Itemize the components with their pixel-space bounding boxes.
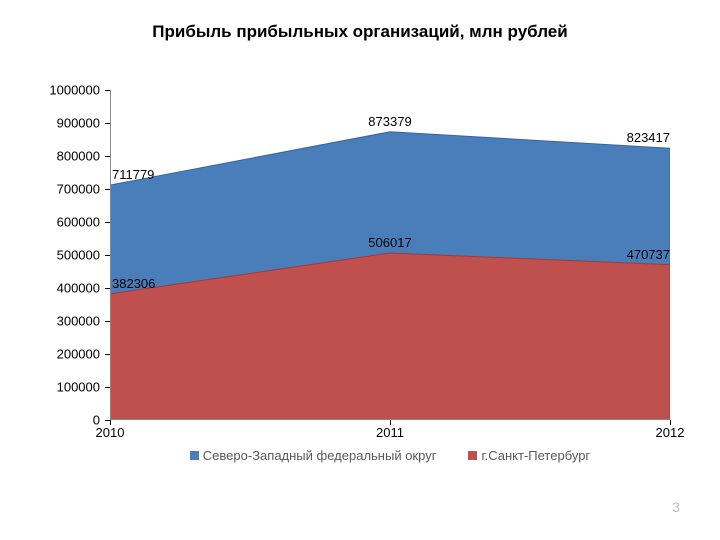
legend-item: Северо-Западный федеральный округ: [190, 448, 437, 463]
chart-title: Прибыль прибыльных организаций, млн рубл…: [0, 22, 720, 42]
data-label: 382306: [112, 276, 155, 291]
page-number: 3: [672, 499, 680, 515]
area-plot: [110, 90, 670, 420]
x-tick-label: 2010: [80, 425, 140, 440]
data-label: 711779: [112, 167, 154, 182]
legend-item: г.Санкт-Петербург: [468, 448, 590, 463]
y-tick-mark: [105, 288, 110, 289]
y-tick-label: 1000000: [20, 83, 100, 98]
y-tick-label: 300000: [20, 314, 100, 329]
data-label: 470737: [612, 247, 670, 262]
y-tick-label: 800000: [20, 149, 100, 164]
x-tick-label: 2011: [360, 425, 420, 440]
y-tick-mark: [105, 123, 110, 124]
y-tick-mark: [105, 321, 110, 322]
y-tick-label: 900000: [20, 116, 100, 131]
legend-label: Северо-Западный федеральный округ: [203, 448, 437, 463]
legend-swatch: [468, 451, 477, 460]
y-tick-label: 100000: [20, 380, 100, 395]
data-label: 873379: [360, 114, 420, 129]
y-tick-label: 400000: [20, 281, 100, 296]
y-tick-label: 600000: [20, 215, 100, 230]
y-axis-line: [110, 90, 111, 420]
y-tick-mark: [105, 387, 110, 388]
x-tick-mark: [110, 420, 111, 425]
legend-swatch: [190, 451, 199, 460]
y-tick-mark: [105, 354, 110, 355]
y-tick-mark: [105, 90, 110, 91]
y-tick-label: 700000: [20, 182, 100, 197]
legend-label: г.Санкт-Петербург: [481, 448, 590, 463]
y-tick-mark: [105, 222, 110, 223]
y-tick-label: 200000: [20, 347, 100, 362]
data-label: 823417: [612, 130, 670, 145]
y-tick-label: 500000: [20, 248, 100, 263]
chart-area: 0100000200000300000400000500000600000700…: [110, 90, 670, 420]
x-tick-mark: [390, 420, 391, 425]
y-tick-mark: [105, 189, 110, 190]
x-tick-label: 2012: [640, 425, 700, 440]
x-tick-mark: [670, 420, 671, 425]
y-tick-mark: [105, 255, 110, 256]
legend: Северо-Западный федеральный округ г.Санкт…: [110, 448, 670, 463]
y-tick-mark: [105, 156, 110, 157]
data-label: 506017: [360, 235, 420, 250]
